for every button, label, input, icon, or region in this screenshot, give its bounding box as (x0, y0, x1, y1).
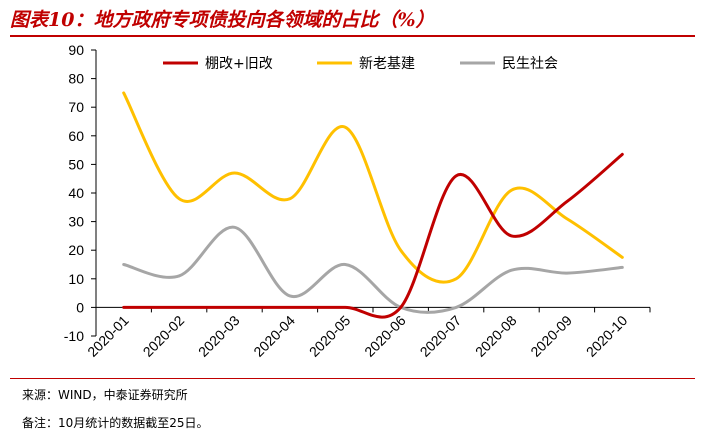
data-point (122, 306, 125, 309)
data-point (565, 217, 568, 220)
x-tick-label: 2020-10 (583, 312, 631, 360)
x-tick-label: 2020-05 (306, 312, 354, 360)
data-point (178, 306, 181, 309)
data-point (510, 234, 513, 237)
series-line-1 (122, 91, 624, 284)
x-tick-label: 2020-09 (527, 312, 575, 360)
remark-note: 备注：10月统计的数据截至25日。 (22, 416, 209, 430)
chart-title: 图表10：地方政府专项债投向各领域的占比（%） (10, 9, 435, 31)
y-tick-label: 10 (68, 271, 84, 287)
x-tick-label: 2020-07 (417, 312, 465, 360)
data-point (510, 189, 513, 192)
data-point (178, 197, 181, 200)
data-point (178, 274, 181, 277)
data-point (233, 306, 236, 309)
data-point (455, 306, 458, 309)
footer-divider (10, 378, 695, 379)
data-point (344, 126, 347, 129)
data-point (288, 294, 291, 297)
y-tick-label: 60 (68, 128, 84, 144)
data-point (455, 174, 458, 177)
y-tick-label: 30 (68, 214, 84, 230)
y-tick-label: 80 (68, 71, 84, 87)
data-point (122, 263, 125, 266)
data-point (288, 197, 291, 200)
data-point (455, 277, 458, 280)
data-point (122, 91, 125, 94)
data-point (621, 256, 624, 259)
y-tick-label: 40 (68, 185, 84, 201)
y-tick-label: 20 (68, 242, 84, 258)
series-line-2 (122, 225, 624, 314)
y-tick-label: -10 (64, 328, 84, 344)
data-point (510, 269, 513, 272)
data-point (565, 200, 568, 203)
chart-legend: 棚改+旧改 新老基建 民生社会 (163, 55, 558, 72)
data-point (621, 266, 624, 269)
title-divider (10, 35, 695, 37)
y-tick-label: 0 (76, 299, 84, 315)
x-tick-label: 2020-02 (140, 312, 188, 360)
data-point (233, 171, 236, 174)
chart-series (122, 91, 624, 319)
x-tick-label: 2020-03 (195, 312, 243, 360)
y-tick-label: 70 (68, 99, 84, 115)
data-point (344, 263, 347, 266)
data-point (344, 306, 347, 309)
x-tick-label: 2020-04 (250, 312, 298, 360)
x-tick-label: 2020-08 (472, 312, 520, 360)
legend-label: 棚改+旧改 (205, 56, 273, 72)
legend-label: 民生社会 (502, 56, 558, 72)
data-point (399, 306, 402, 309)
data-point (399, 249, 402, 252)
data-point (288, 306, 291, 309)
legend-label: 新老基建 (359, 55, 415, 72)
y-tick-label: 90 (68, 42, 84, 58)
data-point (565, 272, 568, 275)
data-point (233, 226, 236, 229)
y-tick-label: 50 (68, 156, 84, 172)
data-point (621, 153, 624, 156)
x-tick-label: 2020-06 (361, 312, 409, 360)
source-note: 来源：WIND，中泰证券研究所 (22, 388, 188, 402)
series-line-0 (122, 152, 624, 319)
